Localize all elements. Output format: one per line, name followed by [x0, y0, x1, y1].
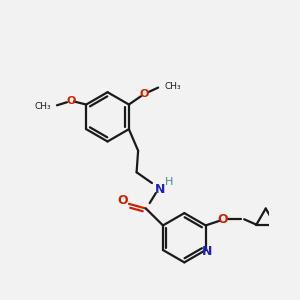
Text: CH₃: CH₃ — [34, 102, 51, 111]
Text: O: O — [117, 194, 128, 207]
Text: O: O — [217, 213, 228, 226]
Text: N: N — [202, 245, 212, 258]
Text: N: N — [154, 183, 165, 196]
Text: CH₃: CH₃ — [164, 82, 181, 91]
Text: O: O — [140, 89, 149, 99]
Text: O: O — [66, 96, 76, 106]
Text: H: H — [165, 176, 173, 187]
